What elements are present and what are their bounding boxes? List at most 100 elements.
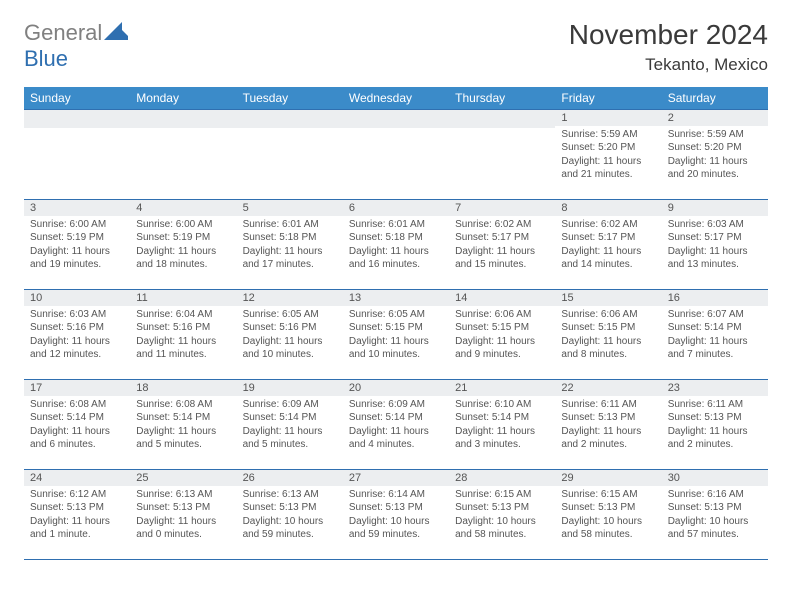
day-content: Sunrise: 6:11 AMSunset: 5:13 PMDaylight:… xyxy=(555,396,661,456)
day-content: Sunrise: 6:02 AMSunset: 5:17 PMDaylight:… xyxy=(555,216,661,276)
day-number: 9 xyxy=(662,200,768,216)
calendar-day-cell: 19Sunrise: 6:09 AMSunset: 5:14 PMDayligh… xyxy=(237,379,343,469)
calendar-week-row: 1Sunrise: 5:59 AMSunset: 5:20 PMDaylight… xyxy=(24,109,768,199)
day-content: Sunrise: 6:01 AMSunset: 5:18 PMDaylight:… xyxy=(237,216,343,276)
day-number: 1 xyxy=(555,110,661,126)
weekday-header: Tuesday xyxy=(237,87,343,110)
day-number: 22 xyxy=(555,380,661,396)
day-number: 15 xyxy=(555,290,661,306)
day-number: 21 xyxy=(449,380,555,396)
day-number xyxy=(449,110,555,128)
calendar-day-cell xyxy=(237,109,343,199)
calendar-day-cell: 4Sunrise: 6:00 AMSunset: 5:19 PMDaylight… xyxy=(130,199,236,289)
day-content: Sunrise: 6:03 AMSunset: 5:16 PMDaylight:… xyxy=(24,306,130,366)
logo-triangle-icon xyxy=(104,22,128,40)
calendar-day-cell: 14Sunrise: 6:06 AMSunset: 5:15 PMDayligh… xyxy=(449,289,555,379)
calendar-day-cell: 22Sunrise: 6:11 AMSunset: 5:13 PMDayligh… xyxy=(555,379,661,469)
calendar-day-cell: 27Sunrise: 6:14 AMSunset: 5:13 PMDayligh… xyxy=(343,469,449,559)
day-number: 20 xyxy=(343,380,449,396)
calendar-day-cell: 20Sunrise: 6:09 AMSunset: 5:14 PMDayligh… xyxy=(343,379,449,469)
title-block: November 2024 Tekanto, Mexico xyxy=(569,20,768,75)
day-number: 10 xyxy=(24,290,130,306)
calendar-week-row: 3Sunrise: 6:00 AMSunset: 5:19 PMDaylight… xyxy=(24,199,768,289)
calendar-day-cell: 1Sunrise: 5:59 AMSunset: 5:20 PMDaylight… xyxy=(555,109,661,199)
weekday-header: Wednesday xyxy=(343,87,449,110)
day-content: Sunrise: 6:15 AMSunset: 5:13 PMDaylight:… xyxy=(555,486,661,546)
calendar-day-cell xyxy=(130,109,236,199)
day-number: 16 xyxy=(662,290,768,306)
day-number: 18 xyxy=(130,380,236,396)
calendar-day-cell: 21Sunrise: 6:10 AMSunset: 5:14 PMDayligh… xyxy=(449,379,555,469)
day-number: 5 xyxy=(237,200,343,216)
day-number xyxy=(24,110,130,128)
calendar-day-cell: 25Sunrise: 6:13 AMSunset: 5:13 PMDayligh… xyxy=(130,469,236,559)
day-content: Sunrise: 6:05 AMSunset: 5:16 PMDaylight:… xyxy=(237,306,343,366)
day-number xyxy=(237,110,343,128)
weekday-header: Monday xyxy=(130,87,236,110)
day-number: 17 xyxy=(24,380,130,396)
day-content: Sunrise: 5:59 AMSunset: 5:20 PMDaylight:… xyxy=(662,126,768,186)
day-content: Sunrise: 6:08 AMSunset: 5:14 PMDaylight:… xyxy=(130,396,236,456)
weekday-header: Saturday xyxy=(662,87,768,110)
day-number: 27 xyxy=(343,470,449,486)
weekday-header: Friday xyxy=(555,87,661,110)
day-content: Sunrise: 6:06 AMSunset: 5:15 PMDaylight:… xyxy=(449,306,555,366)
day-number xyxy=(343,110,449,128)
day-content: Sunrise: 6:10 AMSunset: 5:14 PMDaylight:… xyxy=(449,396,555,456)
calendar-day-cell: 3Sunrise: 6:00 AMSunset: 5:19 PMDaylight… xyxy=(24,199,130,289)
calendar-day-cell: 7Sunrise: 6:02 AMSunset: 5:17 PMDaylight… xyxy=(449,199,555,289)
day-number: 19 xyxy=(237,380,343,396)
calendar-week-row: 17Sunrise: 6:08 AMSunset: 5:14 PMDayligh… xyxy=(24,379,768,469)
calendar-day-cell: 12Sunrise: 6:05 AMSunset: 5:16 PMDayligh… xyxy=(237,289,343,379)
day-number: 23 xyxy=(662,380,768,396)
calendar-week-row: 10Sunrise: 6:03 AMSunset: 5:16 PMDayligh… xyxy=(24,289,768,379)
calendar-week-row: 24Sunrise: 6:12 AMSunset: 5:13 PMDayligh… xyxy=(24,469,768,559)
day-number: 4 xyxy=(130,200,236,216)
calendar-day-cell: 2Sunrise: 5:59 AMSunset: 5:20 PMDaylight… xyxy=(662,109,768,199)
calendar-day-cell: 11Sunrise: 6:04 AMSunset: 5:16 PMDayligh… xyxy=(130,289,236,379)
day-content: Sunrise: 6:00 AMSunset: 5:19 PMDaylight:… xyxy=(130,216,236,276)
calendar-day-cell: 30Sunrise: 6:16 AMSunset: 5:13 PMDayligh… xyxy=(662,469,768,559)
day-number: 29 xyxy=(555,470,661,486)
day-content: Sunrise: 6:14 AMSunset: 5:13 PMDaylight:… xyxy=(343,486,449,546)
day-content: Sunrise: 6:12 AMSunset: 5:13 PMDaylight:… xyxy=(24,486,130,546)
day-number: 30 xyxy=(662,470,768,486)
day-content: Sunrise: 6:08 AMSunset: 5:14 PMDaylight:… xyxy=(24,396,130,456)
day-number: 3 xyxy=(24,200,130,216)
logo-text-blue: Blue xyxy=(24,46,68,71)
day-number: 11 xyxy=(130,290,236,306)
day-number: 6 xyxy=(343,200,449,216)
calendar-day-cell: 23Sunrise: 6:11 AMSunset: 5:13 PMDayligh… xyxy=(662,379,768,469)
day-number: 24 xyxy=(24,470,130,486)
day-number: 26 xyxy=(237,470,343,486)
day-content: Sunrise: 6:03 AMSunset: 5:17 PMDaylight:… xyxy=(662,216,768,276)
day-number: 12 xyxy=(237,290,343,306)
calendar-day-cell: 29Sunrise: 6:15 AMSunset: 5:13 PMDayligh… xyxy=(555,469,661,559)
calendar-day-cell: 16Sunrise: 6:07 AMSunset: 5:14 PMDayligh… xyxy=(662,289,768,379)
calendar-day-cell: 26Sunrise: 6:13 AMSunset: 5:13 PMDayligh… xyxy=(237,469,343,559)
calendar-day-cell xyxy=(343,109,449,199)
day-content: Sunrise: 6:06 AMSunset: 5:15 PMDaylight:… xyxy=(555,306,661,366)
calendar-day-cell: 18Sunrise: 6:08 AMSunset: 5:14 PMDayligh… xyxy=(130,379,236,469)
calendar-day-cell: 5Sunrise: 6:01 AMSunset: 5:18 PMDaylight… xyxy=(237,199,343,289)
day-content: Sunrise: 6:01 AMSunset: 5:18 PMDaylight:… xyxy=(343,216,449,276)
day-content: Sunrise: 5:59 AMSunset: 5:20 PMDaylight:… xyxy=(555,126,661,186)
logo: General Blue xyxy=(24,20,128,72)
calendar-day-cell: 6Sunrise: 6:01 AMSunset: 5:18 PMDaylight… xyxy=(343,199,449,289)
day-number: 13 xyxy=(343,290,449,306)
day-content: Sunrise: 6:15 AMSunset: 5:13 PMDaylight:… xyxy=(449,486,555,546)
header: General Blue November 2024 Tekanto, Mexi… xyxy=(24,20,768,75)
calendar-day-cell: 24Sunrise: 6:12 AMSunset: 5:13 PMDayligh… xyxy=(24,469,130,559)
day-content: Sunrise: 6:16 AMSunset: 5:13 PMDaylight:… xyxy=(662,486,768,546)
calendar-day-cell xyxy=(449,109,555,199)
day-content: Sunrise: 6:13 AMSunset: 5:13 PMDaylight:… xyxy=(237,486,343,546)
day-content: Sunrise: 6:09 AMSunset: 5:14 PMDaylight:… xyxy=(343,396,449,456)
day-number: 28 xyxy=(449,470,555,486)
day-content: Sunrise: 6:02 AMSunset: 5:17 PMDaylight:… xyxy=(449,216,555,276)
calendar-table: Sunday Monday Tuesday Wednesday Thursday… xyxy=(24,87,768,560)
day-content: Sunrise: 6:04 AMSunset: 5:16 PMDaylight:… xyxy=(130,306,236,366)
calendar-day-cell: 28Sunrise: 6:15 AMSunset: 5:13 PMDayligh… xyxy=(449,469,555,559)
weekday-header: Sunday xyxy=(24,87,130,110)
day-number: 14 xyxy=(449,290,555,306)
day-number: 7 xyxy=(449,200,555,216)
